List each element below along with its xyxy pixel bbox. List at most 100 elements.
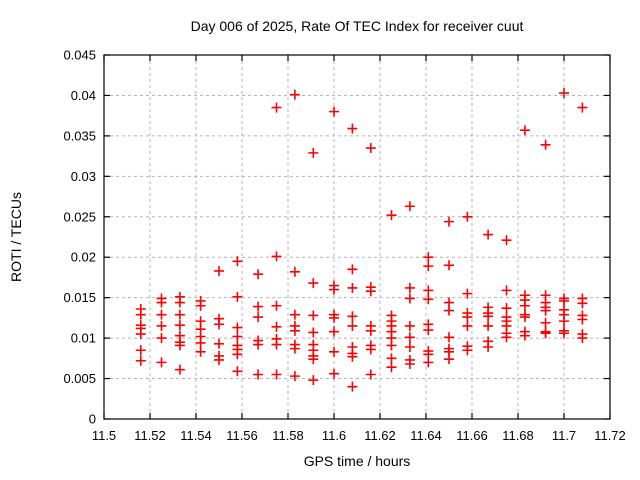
data-point-marker [483, 229, 494, 240]
data-point-marker [404, 293, 415, 304]
data-point-marker [329, 326, 339, 337]
data-point-marker [289, 89, 300, 100]
chart-title: Day 006 of 2025, Rate Of TEC Index for r… [190, 18, 524, 34]
data-point-marker [214, 265, 224, 276]
data-point-marker [289, 343, 300, 354]
data-point-marker [232, 331, 243, 342]
data-point-marker [308, 310, 319, 321]
data-point-marker [462, 345, 473, 356]
data-point-marker [271, 339, 282, 350]
data-point-marker [365, 369, 376, 380]
data-point-marker [423, 357, 434, 368]
data-point-marker [483, 320, 494, 331]
x-tick-label: 11.62 [364, 428, 396, 443]
x-tick-label: 11.56 [226, 428, 258, 443]
data-point-marker [519, 312, 530, 323]
data-point-marker [577, 298, 588, 309]
data-point-marker [271, 102, 282, 113]
data-point-marker [540, 328, 551, 339]
data-point-marker [423, 294, 434, 305]
data-point-marker [577, 314, 588, 325]
data-point-marker [444, 332, 454, 343]
data-point-marker [232, 349, 243, 360]
data-point-marker [365, 286, 376, 297]
data-point-marker [404, 332, 415, 343]
data-point-marker [519, 125, 530, 136]
data-point-marker [174, 340, 185, 351]
data-point-marker [174, 309, 185, 320]
data-point-marker [347, 264, 358, 275]
data-point-marker [444, 305, 454, 316]
data-point-marker [347, 123, 358, 134]
y-tick-label: 0.04 [71, 88, 96, 103]
data-point-marker [253, 369, 264, 380]
data-point-marker [559, 295, 569, 306]
y-tick-label: 0.025 [63, 209, 96, 224]
data-point-marker [519, 300, 530, 311]
data-point-marker [135, 345, 146, 356]
data-point-marker [347, 381, 358, 392]
data-point-marker [253, 312, 264, 323]
data-point-marker [501, 235, 512, 246]
data-point-marker [308, 278, 319, 289]
data-point-marker [347, 311, 358, 322]
data-point-marker [386, 340, 397, 351]
data-point-marker [271, 321, 282, 332]
data-point-marker [253, 269, 264, 280]
data-point-marker [540, 139, 551, 150]
data-point-marker [462, 320, 473, 331]
data-point-marker [501, 332, 512, 343]
data-point-marker [253, 339, 264, 350]
data-point-marker [156, 357, 167, 368]
data-point-marker [444, 216, 454, 227]
data-point-marker [214, 319, 224, 330]
data-point-marker [423, 252, 434, 263]
y-tick-label: 0.03 [71, 169, 96, 184]
data-point-marker [271, 300, 282, 311]
data-point-marker [347, 351, 358, 362]
data-point-marker [483, 342, 494, 353]
data-point-marker [404, 358, 415, 369]
data-point-marker [308, 147, 319, 158]
data-point-marker [559, 328, 569, 339]
x-tick-label: 11.5 [92, 428, 116, 443]
data-point-marker [365, 344, 376, 355]
data-point-marker [404, 282, 415, 293]
data-point-marker [329, 106, 339, 117]
data-point-marker [365, 325, 376, 336]
data-point-marker [289, 371, 300, 382]
data-point-marker [308, 354, 319, 365]
data-point-marker [253, 301, 264, 312]
data-point-marker [483, 311, 494, 322]
x-tick-label: 11.68 [502, 428, 534, 443]
data-point-marker [289, 325, 300, 336]
data-point-marker [559, 316, 569, 327]
data-point-marker [289, 266, 300, 277]
data-point-marker [156, 320, 167, 331]
y-tick-label: 0 [89, 412, 96, 427]
data-point-marker [308, 327, 319, 338]
y-tick-label: 0.01 [71, 331, 96, 346]
data-point-marker [423, 285, 434, 296]
y-tick-label: 0.035 [63, 128, 96, 143]
data-point-marker [444, 260, 454, 271]
data-point-marker [195, 346, 206, 357]
y-tick-label: 0.005 [63, 371, 96, 386]
y-axis-label: ROTI / TECUs [8, 192, 24, 282]
data-point-marker [540, 305, 551, 316]
data-point-marker [271, 369, 282, 380]
y-tick-label: 0.02 [71, 250, 96, 265]
x-tick-label: 11.58 [272, 428, 304, 443]
data-point-marker [404, 320, 415, 331]
y-tick-label: 0.015 [63, 290, 96, 305]
data-point-marker [404, 342, 415, 353]
x-axis-label: GPS time / hours [303, 453, 411, 469]
x-tick-label: 11.52 [134, 428, 166, 443]
y-tick-label: 0.045 [63, 48, 96, 63]
data-point-marker [386, 362, 397, 373]
data-point-marker [214, 338, 224, 349]
data-point-marker [444, 354, 454, 365]
x-tick-label: 11.6 [322, 428, 346, 443]
x-tick-label: 11.72 [594, 428, 626, 443]
